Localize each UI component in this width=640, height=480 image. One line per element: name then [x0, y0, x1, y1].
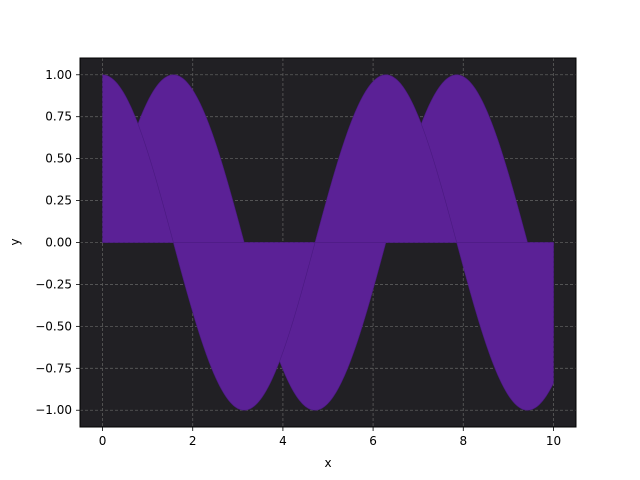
y-tick-label: −0.25 [35, 277, 72, 291]
y-tick-label: 0.25 [45, 194, 72, 208]
y-axis-label: y [8, 238, 22, 245]
x-tick-label: 0 [99, 434, 107, 448]
y-tick-label: −0.75 [35, 361, 72, 375]
x-tick-label: 2 [189, 434, 197, 448]
y-tick-label: 0.50 [45, 152, 72, 166]
x-tick-label: 8 [459, 434, 467, 448]
y-tick-label: −0.50 [35, 319, 72, 333]
x-tick-label: 10 [546, 434, 561, 448]
y-tick-label: −1.00 [35, 403, 72, 417]
x-tick-label: 4 [279, 434, 287, 448]
series-layer [102, 74, 554, 411]
series-area-1 [102, 74, 554, 411]
x-axis-ticks: 0 2 4 6 8 10 [99, 427, 561, 448]
y-tick-label: 0.00 [45, 236, 72, 250]
y-axis-ticks: −1.00 −0.75 −0.50 −0.25 0.00 0.25 0.50 0.75 1.00 [35, 68, 80, 417]
series-area-2 [102, 74, 554, 411]
x-tick-label: 6 [369, 434, 377, 448]
x-axis-label: x [324, 456, 331, 470]
y-tick-label: 0.75 [45, 110, 72, 124]
y-tick-label: 1.00 [45, 68, 72, 82]
